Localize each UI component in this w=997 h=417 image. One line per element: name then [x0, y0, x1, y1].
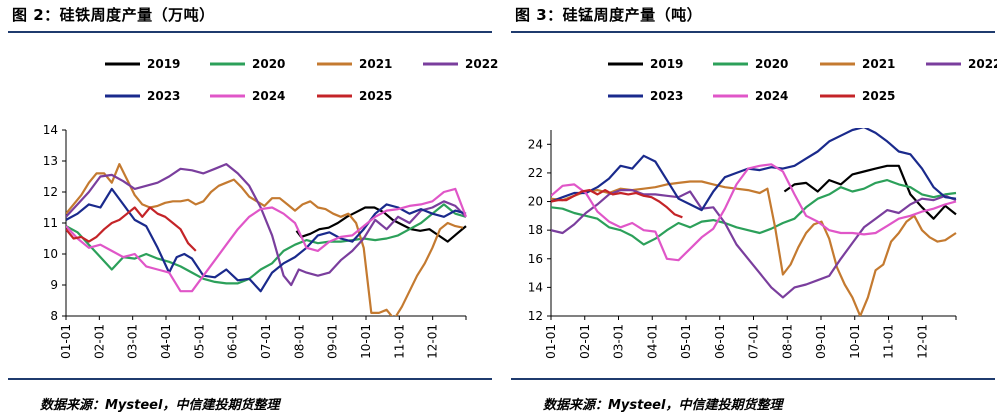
- x-tick-label: 02-01: [92, 324, 106, 359]
- title-rule: [511, 31, 995, 33]
- y-tick-label: 14: [528, 280, 543, 294]
- x-tick-label: 11-01: [392, 324, 406, 359]
- x-tick-label: 05-01: [192, 324, 206, 359]
- series-line-2020: [551, 179, 957, 246]
- legend-label-2021: 2021: [862, 57, 895, 71]
- data-source-note: 数据来源：Mysteel，中信建投期货整理: [40, 398, 280, 413]
- legend-label-2022: 2022: [465, 57, 498, 71]
- x-tick-label: 07-01: [747, 324, 761, 359]
- series-group: [66, 163, 468, 316]
- x-tick-label: 03-01: [612, 324, 626, 359]
- y-tick-label: 9: [50, 278, 58, 292]
- x-tick-label: 09-01: [326, 324, 340, 359]
- data-source-note: 数据来源：Mysteel，中信建投期货整理: [543, 398, 783, 413]
- series-line-2024: [66, 187, 468, 293]
- chart-panel-right: 图 3：硅锰周度产量（吨） 12 14 16 18 20 22 24 01-01 02-01 03…: [503, 0, 997, 417]
- legend-label-2021: 2021: [359, 57, 392, 71]
- x-tick-label: 08-01: [292, 324, 306, 359]
- x-tick-label: 08-01: [780, 324, 794, 359]
- x-tick-label: 07-01: [259, 324, 273, 359]
- x-tick-label: 04-01: [645, 324, 659, 359]
- series-line-2024: [551, 163, 957, 262]
- series-line-2025: [551, 189, 683, 219]
- x-tick-label: 12-01: [915, 324, 929, 359]
- x-tick-label: 01-01: [59, 324, 73, 359]
- series-line-2023: [66, 187, 467, 293]
- x-tick-label: 06-01: [226, 324, 240, 359]
- x-tick-label: 03-01: [126, 324, 140, 359]
- legend-label-2023: 2023: [650, 89, 683, 103]
- series-line-2021: [551, 180, 957, 316]
- y-tick-label: 10: [43, 247, 58, 261]
- legend-label-2020: 2020: [755, 57, 788, 71]
- legend-label-2019: 2019: [147, 57, 180, 71]
- legend-label-2024: 2024: [755, 89, 788, 103]
- line-chart-ferrosilicon: 8 9 10 11 12 13 14 01-01 02-01 03-01 04-01 05-01 06-…: [43, 57, 499, 359]
- y-tick-label: 14: [43, 123, 58, 137]
- legend-label-2025: 2025: [359, 89, 392, 103]
- series-line-2025: [66, 206, 197, 252]
- chart-title: 图 2：硅铁周度产量（万吨）: [12, 6, 215, 24]
- series-line-2023: [551, 128, 957, 212]
- chart-panel-left: 图 2：硅铁周度产量（万吨） 8 9 10 11 12 13 14 01-01 02-01 03-…: [0, 0, 499, 417]
- series-line-2020: [66, 203, 467, 285]
- y-tick-label: 20: [528, 195, 543, 209]
- chart-title: 图 3：硅锰周度产量（吨）: [515, 6, 703, 24]
- footer-rule: [511, 378, 995, 380]
- y-tick-label: 11: [43, 216, 58, 230]
- x-tick-label: 04-01: [159, 324, 173, 359]
- y-tick-label: 18: [528, 223, 543, 237]
- x-tick-label: 09-01: [814, 324, 828, 359]
- legend-label-2023: 2023: [147, 89, 180, 103]
- y-tick-label: 13: [43, 154, 58, 168]
- series-line-2019: [783, 164, 957, 220]
- footer-rule: [8, 378, 492, 380]
- y-tick-label: 24: [528, 137, 543, 151]
- x-tick-label: 10-01: [848, 324, 862, 359]
- title-rule: [8, 31, 492, 33]
- series-group: [551, 128, 957, 316]
- y-tick-label: 12: [43, 185, 58, 199]
- series-line-2022: [66, 163, 467, 287]
- y-tick-label: 12: [528, 309, 543, 323]
- legend-label-2022: 2022: [968, 57, 997, 71]
- x-tick-label: 11-01: [882, 324, 896, 359]
- x-tick-label: 12-01: [426, 324, 440, 359]
- y-tick-label: 8: [50, 309, 58, 323]
- x-tick-label: 05-01: [679, 324, 693, 359]
- legend-label-2019: 2019: [650, 57, 683, 71]
- y-tick-label: 16: [528, 252, 543, 266]
- x-tick-label: 01-01: [544, 324, 558, 359]
- x-tick-label: 02-01: [578, 324, 592, 359]
- legend-label-2024: 2024: [252, 89, 285, 103]
- x-tick-label: 06-01: [713, 324, 727, 359]
- series-line-2022: [551, 189, 957, 299]
- series-line-2021: [66, 163, 464, 316]
- x-tick-label: 10-01: [359, 324, 373, 359]
- legend-label-2025: 2025: [862, 89, 895, 103]
- y-tick-label: 22: [528, 166, 543, 180]
- legend-label-2020: 2020: [252, 57, 285, 71]
